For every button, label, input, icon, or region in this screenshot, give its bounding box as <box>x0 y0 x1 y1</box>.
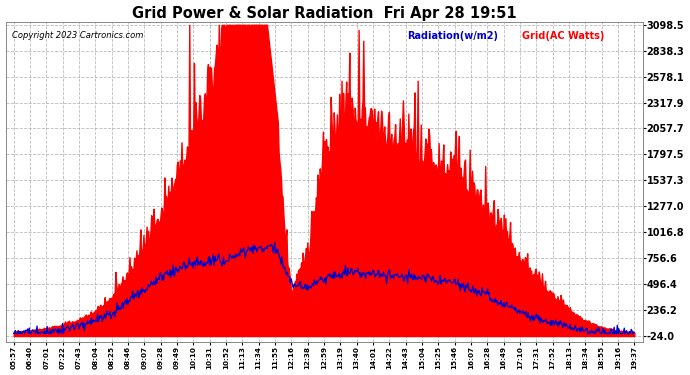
Text: Radiation(w/m2): Radiation(w/m2) <box>407 32 498 41</box>
Text: Grid(AC Watts): Grid(AC Watts) <box>522 32 604 41</box>
Text: Copyright 2023 Cartronics.com: Copyright 2023 Cartronics.com <box>12 32 144 40</box>
Title: Grid Power & Solar Radiation  Fri Apr 28 19:51: Grid Power & Solar Radiation Fri Apr 28 … <box>132 6 516 21</box>
